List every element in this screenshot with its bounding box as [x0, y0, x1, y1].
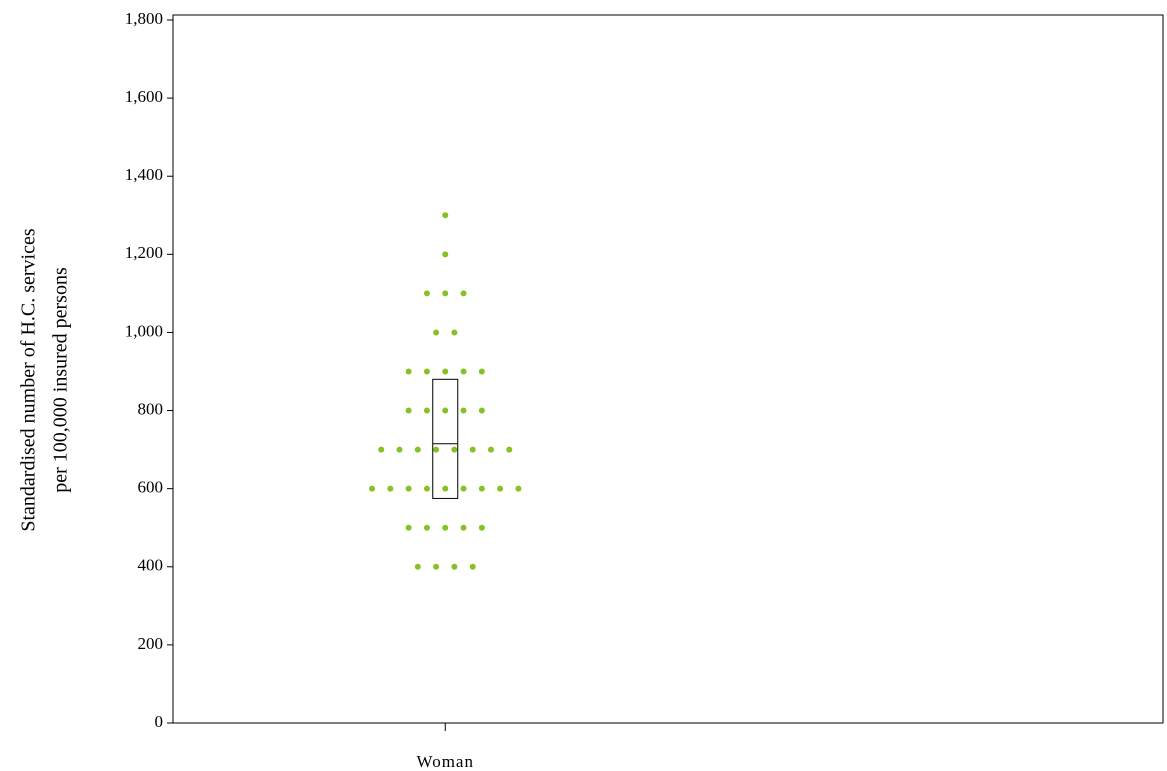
data-point: [451, 329, 458, 336]
data-point: [478, 485, 485, 492]
data-point: [460, 368, 467, 375]
data-point: [451, 446, 458, 453]
y-tick-label: 1,000: [125, 321, 163, 340]
data-point: [442, 407, 449, 414]
y-tick-label: 1,400: [125, 165, 163, 184]
data-point: [387, 485, 394, 492]
data-point: [442, 212, 449, 219]
data-point: [478, 407, 485, 414]
data-point: [451, 563, 458, 570]
data-point: [369, 485, 376, 492]
y-axis-label: Standardised number of H.C. services: [18, 228, 40, 531]
data-point: [433, 446, 440, 453]
data-point: [442, 485, 449, 492]
data-point: [469, 563, 476, 570]
data-point: [460, 290, 467, 297]
data-point: [515, 485, 522, 492]
data-point: [423, 524, 430, 531]
data-point: [433, 329, 440, 336]
data-point: [478, 368, 485, 375]
data-point: [506, 446, 513, 453]
plot-frame: [172, 14, 1164, 724]
y-tick-label: 800: [138, 399, 164, 418]
y-tick-label: 200: [138, 634, 164, 653]
data-point: [497, 485, 504, 492]
data-point: [423, 368, 430, 375]
data-point: [423, 290, 430, 297]
data-point: [396, 446, 403, 453]
data-point: [414, 446, 421, 453]
data-point: [460, 407, 467, 414]
data-point: [469, 446, 476, 453]
y-tick-label: 600: [138, 478, 164, 497]
data-point: [378, 446, 385, 453]
data-point: [405, 407, 412, 414]
data-point: [405, 485, 412, 492]
y-tick-label: 0: [155, 712, 164, 731]
data-point: [405, 368, 412, 375]
y-tick-label: 400: [138, 556, 164, 575]
y-axis-label: per 100,000 insured persons: [50, 267, 72, 493]
data-point: [460, 485, 467, 492]
data-point: [405, 524, 412, 531]
data-point: [433, 563, 440, 570]
data-point: [423, 407, 430, 414]
x-tick-label: Woman: [417, 752, 474, 771]
data-point: [423, 485, 430, 492]
data-point: [414, 563, 421, 570]
y-tick-label: 1,200: [125, 243, 163, 262]
data-point: [442, 251, 449, 258]
y-tick-label: 1,600: [125, 87, 163, 106]
box: [432, 378, 459, 499]
data-point: [442, 290, 449, 297]
data-point: [488, 446, 494, 453]
data-point: [478, 524, 485, 531]
y-tick-label: 1,800: [125, 9, 163, 28]
data-point: [460, 524, 467, 531]
data-point: [442, 524, 449, 531]
data-point: [442, 368, 449, 375]
